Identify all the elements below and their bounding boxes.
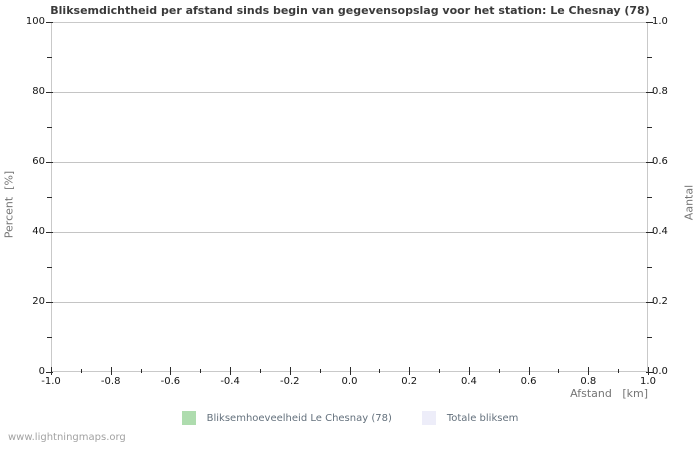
x-tick-label: -0.4 (220, 376, 240, 387)
x-major-tick (409, 367, 411, 375)
y-minor-tick-left (47, 127, 52, 128)
y-tick-label-left: 80 (32, 86, 45, 97)
x-tick-label: 1.0 (640, 376, 656, 387)
y-tick-label-right: 0.4 (652, 226, 668, 237)
legend: Bliksemhoeveelheid Le Chesnay (78) Totale… (0, 411, 700, 425)
x-minor-tick (439, 369, 441, 373)
x-minor-tick (558, 369, 560, 373)
y-tick-label-right: 0.8 (652, 86, 668, 97)
y-major-tick-right (646, 232, 653, 233)
x-minor-tick (259, 369, 261, 373)
legend-label: Bliksemhoeveelheid Le Chesnay (78) (206, 412, 392, 424)
legend-swatch-icon (421, 411, 436, 425)
y-minor-tick-right (647, 57, 652, 58)
y-major-tick-left (46, 162, 53, 163)
x-tick-label: 0.8 (580, 376, 597, 387)
y-major-tick-left (46, 232, 53, 233)
y-major-tick-left (46, 302, 53, 303)
legend-label: Totale bliksem (446, 412, 519, 424)
y-minor-tick-right (647, 127, 652, 128)
x-minor-tick (200, 369, 202, 373)
y-tick-label-right: 1.0 (652, 16, 668, 27)
x-tick-label: 0.6 (520, 376, 537, 387)
y-minor-tick-right (647, 267, 652, 268)
y-minor-tick-right (647, 197, 652, 198)
x-major-tick (170, 367, 172, 375)
gridline (52, 232, 647, 233)
y-major-tick-right (646, 372, 653, 373)
y-minor-tick-left (47, 57, 52, 58)
y-minor-tick-right (647, 337, 652, 338)
y-tick-label-right: 0.2 (652, 296, 668, 307)
x-major-tick (588, 367, 590, 375)
legend-item: Bliksemhoeveelheid Le Chesnay (78) (181, 411, 392, 425)
watermark-text: www.lightningmaps.org (8, 432, 126, 443)
gridline (52, 302, 647, 303)
x-tick-label: -1.0 (41, 376, 61, 387)
y-major-tick-right (646, 22, 653, 23)
x-minor-tick (140, 369, 142, 373)
x-major-tick (349, 367, 351, 375)
y-tick-label-left: 100 (25, 16, 45, 27)
y-tick-label-left: 0 (38, 366, 45, 377)
x-minor-tick (379, 369, 381, 373)
x-major-tick (289, 367, 291, 375)
x-minor-tick (618, 369, 620, 373)
x-major-tick (110, 367, 112, 375)
legend-item: Totale bliksem (421, 411, 519, 425)
x-minor-tick (319, 369, 321, 373)
y-minor-tick-left (47, 337, 52, 338)
x-minor-tick (80, 369, 82, 373)
y-major-tick-right (646, 302, 653, 303)
y-minor-tick-left (47, 197, 52, 198)
y-major-tick-left (46, 372, 53, 373)
y-tick-label-right: 0.0 (652, 366, 668, 377)
x-minor-tick (498, 369, 500, 373)
legend-swatch-icon (181, 411, 196, 425)
y-tick-label-right: 0.6 (652, 156, 668, 167)
y-tick-label-left: 60 (32, 156, 45, 167)
gridline (52, 92, 647, 93)
gridline (52, 162, 647, 163)
x-major-tick (51, 367, 52, 375)
x-tick-label: -0.2 (280, 376, 300, 387)
y-major-tick-left (46, 22, 53, 23)
y-tick-label-left: 20 (32, 296, 45, 307)
x-tick-label: 0.0 (341, 376, 358, 387)
x-major-tick (230, 367, 232, 375)
x-tick-label: -0.8 (100, 376, 121, 387)
y-tick-label-left: 40 (32, 226, 45, 237)
plot-area (51, 22, 648, 372)
x-tick-label: 0.4 (460, 376, 477, 387)
chart-title: Bliksemdichtheid per afstand sinds begin… (50, 4, 650, 17)
y-major-tick-right (646, 162, 653, 163)
x-major-tick (528, 367, 530, 375)
x-axis-label: Afstand [km] (570, 387, 648, 400)
x-tick-label: 0.2 (401, 376, 418, 387)
y-minor-tick-left (47, 267, 52, 268)
y-major-tick-left (46, 92, 53, 93)
y-major-tick-right (646, 92, 653, 93)
x-tick-label: -0.6 (160, 376, 181, 387)
x-major-tick (648, 367, 649, 375)
x-major-tick (468, 367, 470, 375)
